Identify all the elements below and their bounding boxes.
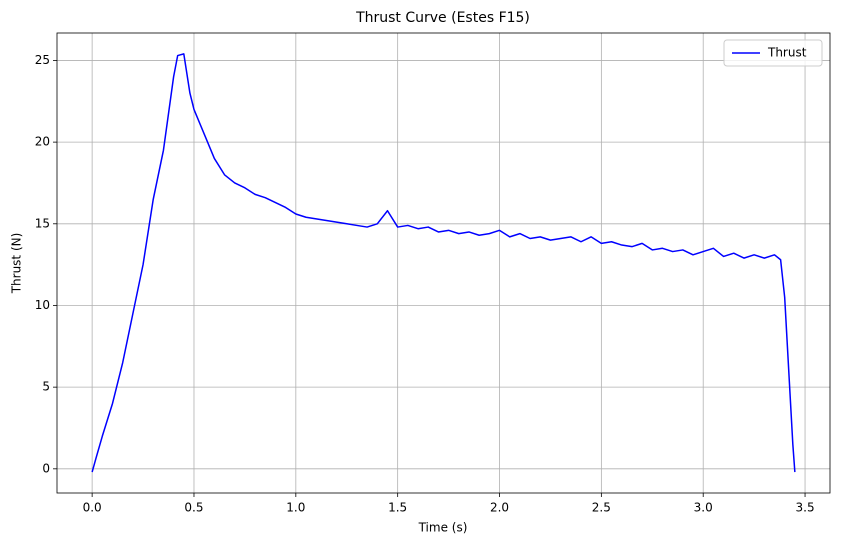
x-tick-label: 1.0 <box>286 501 305 515</box>
y-tick-label: 5 <box>42 380 50 394</box>
data-line <box>91 53 796 473</box>
x-tick-label: 1.5 <box>388 501 407 515</box>
y-tick-label: 0 <box>42 461 50 475</box>
x-tick-label: 2.0 <box>490 501 509 515</box>
legend: Thrust <box>723 39 823 67</box>
plot-frame <box>56 32 831 494</box>
x-tick-label: 2.5 <box>592 501 611 515</box>
x-tick-label: 3.0 <box>694 501 713 515</box>
x-axis-label: Time (s) <box>418 521 468 535</box>
y-tick-label: 15 <box>35 216 50 230</box>
y-axis-label: Thrust (N) <box>10 233 24 295</box>
x-tick-label: 3.5 <box>796 501 815 515</box>
y-tick-label: 10 <box>35 298 50 312</box>
chart-title: Thrust Curve (Estes F15) <box>355 10 530 26</box>
x-tick-label: 0.0 <box>83 501 102 515</box>
y-tick-label: 20 <box>35 135 50 149</box>
legend-box <box>723 39 823 67</box>
y-tick-label: 25 <box>35 53 50 67</box>
legend-label: Thrust <box>767 46 807 60</box>
x-tick-label: 0.5 <box>184 501 203 515</box>
